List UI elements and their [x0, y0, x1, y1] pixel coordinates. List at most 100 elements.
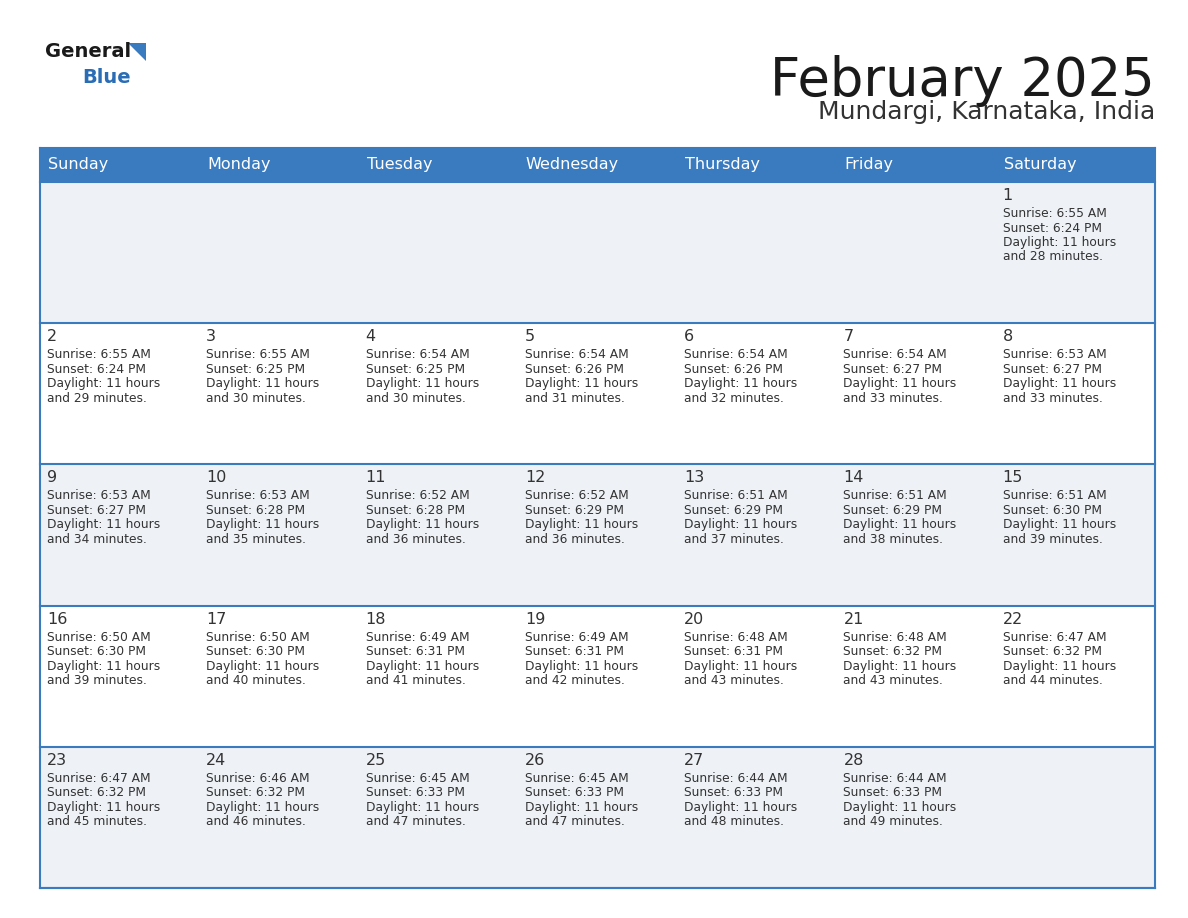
Text: Daylight: 11 hours: Daylight: 11 hours: [366, 377, 479, 390]
Text: and 36 minutes.: and 36 minutes.: [366, 533, 466, 546]
Bar: [677, 323, 836, 465]
Text: Daylight: 11 hours: Daylight: 11 hours: [684, 660, 797, 673]
Text: Sunset: 6:32 PM: Sunset: 6:32 PM: [48, 787, 146, 800]
Text: Thursday: Thursday: [685, 158, 760, 173]
Text: and 46 minutes.: and 46 minutes.: [207, 815, 307, 828]
Text: Sunset: 6:28 PM: Sunset: 6:28 PM: [207, 504, 305, 517]
Text: Daylight: 11 hours: Daylight: 11 hours: [525, 800, 638, 813]
Text: and 37 minutes.: and 37 minutes.: [684, 533, 784, 546]
Text: Sunrise: 6:51 AM: Sunrise: 6:51 AM: [684, 489, 788, 502]
Text: 21: 21: [843, 611, 864, 627]
Text: 11: 11: [366, 470, 386, 486]
Bar: [996, 606, 1155, 747]
Bar: [40, 465, 200, 606]
Text: Sunrise: 6:54 AM: Sunrise: 6:54 AM: [366, 348, 469, 361]
Text: 13: 13: [684, 470, 704, 486]
Text: Sunset: 6:27 PM: Sunset: 6:27 PM: [1003, 363, 1101, 375]
Text: and 41 minutes.: and 41 minutes.: [366, 674, 466, 687]
Text: Tuesday: Tuesday: [367, 158, 432, 173]
Bar: [518, 182, 677, 323]
Text: Daylight: 11 hours: Daylight: 11 hours: [48, 660, 160, 673]
Text: and 31 minutes.: and 31 minutes.: [525, 392, 625, 405]
Text: and 44 minutes.: and 44 minutes.: [1003, 674, 1102, 687]
Text: Sunset: 6:29 PM: Sunset: 6:29 PM: [684, 504, 783, 517]
Text: 1: 1: [1003, 188, 1013, 203]
Text: Sunrise: 6:48 AM: Sunrise: 6:48 AM: [843, 631, 947, 644]
Bar: [40, 606, 200, 747]
Text: 19: 19: [525, 611, 545, 627]
Text: Sunset: 6:33 PM: Sunset: 6:33 PM: [843, 787, 942, 800]
Text: 24: 24: [207, 753, 227, 767]
Text: Daylight: 11 hours: Daylight: 11 hours: [48, 800, 160, 813]
Text: Daylight: 11 hours: Daylight: 11 hours: [1003, 660, 1116, 673]
Bar: [836, 323, 996, 465]
Text: Sunset: 6:25 PM: Sunset: 6:25 PM: [207, 363, 305, 375]
Bar: [677, 182, 836, 323]
Bar: [359, 747, 518, 888]
Text: Sunset: 6:30 PM: Sunset: 6:30 PM: [1003, 504, 1101, 517]
Text: Mundargi, Karnataka, India: Mundargi, Karnataka, India: [817, 100, 1155, 124]
Text: Sunset: 6:32 PM: Sunset: 6:32 PM: [1003, 645, 1101, 658]
Text: Blue: Blue: [82, 68, 131, 87]
Text: 4: 4: [366, 330, 375, 344]
Text: Daylight: 11 hours: Daylight: 11 hours: [48, 519, 160, 532]
Text: Daylight: 11 hours: Daylight: 11 hours: [1003, 519, 1116, 532]
Bar: [518, 465, 677, 606]
Text: Daylight: 11 hours: Daylight: 11 hours: [207, 519, 320, 532]
Text: Saturday: Saturday: [1004, 158, 1076, 173]
Text: 6: 6: [684, 330, 694, 344]
Text: Sunrise: 6:52 AM: Sunrise: 6:52 AM: [366, 489, 469, 502]
Text: Daylight: 11 hours: Daylight: 11 hours: [1003, 236, 1116, 249]
Text: Daylight: 11 hours: Daylight: 11 hours: [843, 660, 956, 673]
Bar: [518, 747, 677, 888]
Text: Sunrise: 6:54 AM: Sunrise: 6:54 AM: [525, 348, 628, 361]
Text: Daylight: 11 hours: Daylight: 11 hours: [1003, 377, 1116, 390]
Text: Sunset: 6:26 PM: Sunset: 6:26 PM: [525, 363, 624, 375]
Text: 22: 22: [1003, 611, 1023, 627]
Text: Sunrise: 6:49 AM: Sunrise: 6:49 AM: [366, 631, 469, 644]
Text: Friday: Friday: [845, 158, 893, 173]
Bar: [677, 465, 836, 606]
Text: Daylight: 11 hours: Daylight: 11 hours: [843, 519, 956, 532]
Bar: [200, 465, 359, 606]
Text: and 36 minutes.: and 36 minutes.: [525, 533, 625, 546]
Text: Wednesday: Wednesday: [526, 158, 619, 173]
Text: and 30 minutes.: and 30 minutes.: [207, 392, 307, 405]
Bar: [359, 182, 518, 323]
Text: 2: 2: [48, 330, 57, 344]
Bar: [40, 148, 200, 182]
Bar: [40, 323, 200, 465]
Text: Sunset: 6:33 PM: Sunset: 6:33 PM: [366, 787, 465, 800]
Text: Daylight: 11 hours: Daylight: 11 hours: [48, 377, 160, 390]
Text: and 33 minutes.: and 33 minutes.: [843, 392, 943, 405]
Text: Sunset: 6:25 PM: Sunset: 6:25 PM: [366, 363, 465, 375]
Text: Sunrise: 6:46 AM: Sunrise: 6:46 AM: [207, 772, 310, 785]
Text: Sunrise: 6:51 AM: Sunrise: 6:51 AM: [1003, 489, 1106, 502]
Bar: [359, 148, 518, 182]
Bar: [40, 747, 200, 888]
Bar: [996, 747, 1155, 888]
Text: Sunrise: 6:54 AM: Sunrise: 6:54 AM: [684, 348, 788, 361]
Text: and 39 minutes.: and 39 minutes.: [1003, 533, 1102, 546]
Bar: [200, 747, 359, 888]
Bar: [359, 323, 518, 465]
Bar: [518, 606, 677, 747]
Text: 20: 20: [684, 611, 704, 627]
Text: and 30 minutes.: and 30 minutes.: [366, 392, 466, 405]
Text: Sunset: 6:31 PM: Sunset: 6:31 PM: [684, 645, 783, 658]
Text: and 45 minutes.: and 45 minutes.: [48, 815, 147, 828]
Text: and 33 minutes.: and 33 minutes.: [1003, 392, 1102, 405]
Text: General: General: [45, 42, 131, 61]
Text: Sunrise: 6:48 AM: Sunrise: 6:48 AM: [684, 631, 788, 644]
Text: and 28 minutes.: and 28 minutes.: [1003, 251, 1102, 263]
Bar: [200, 148, 359, 182]
Polygon shape: [128, 43, 146, 61]
Text: and 42 minutes.: and 42 minutes.: [525, 674, 625, 687]
Text: Daylight: 11 hours: Daylight: 11 hours: [366, 660, 479, 673]
Text: Daylight: 11 hours: Daylight: 11 hours: [684, 519, 797, 532]
Text: Sunrise: 6:45 AM: Sunrise: 6:45 AM: [525, 772, 628, 785]
Text: and 47 minutes.: and 47 minutes.: [366, 815, 466, 828]
Text: Sunrise: 6:50 AM: Sunrise: 6:50 AM: [207, 631, 310, 644]
Text: Daylight: 11 hours: Daylight: 11 hours: [366, 800, 479, 813]
Text: Sunrise: 6:52 AM: Sunrise: 6:52 AM: [525, 489, 628, 502]
